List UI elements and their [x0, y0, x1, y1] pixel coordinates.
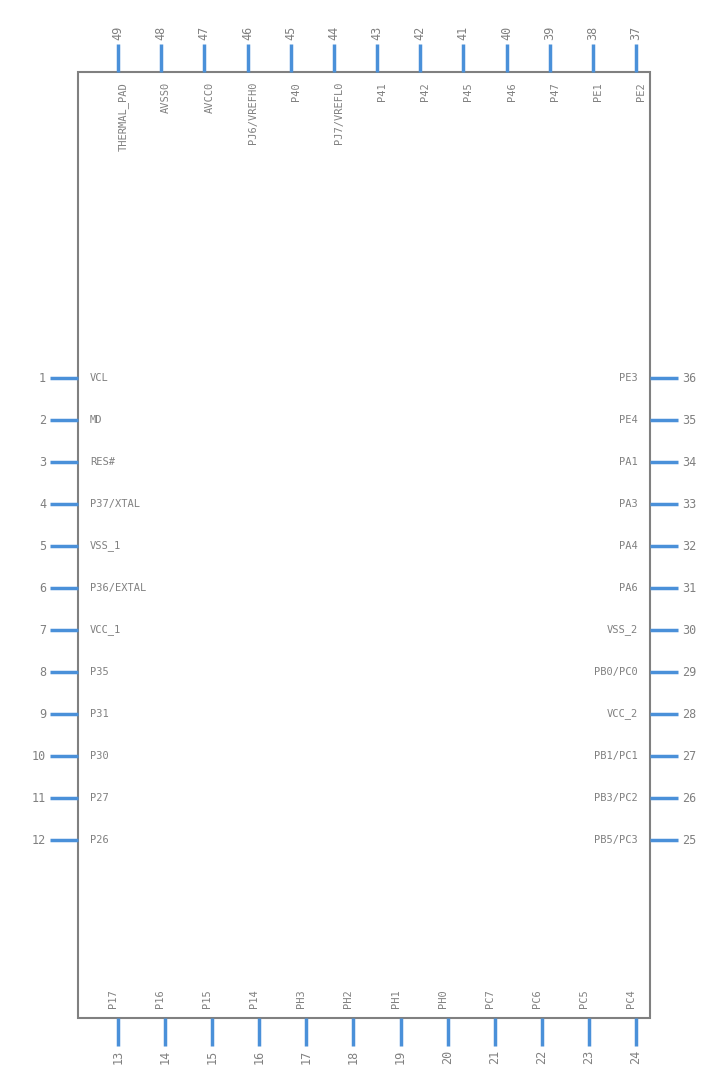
Text: P37/XTAL: P37/XTAL [90, 499, 140, 509]
Text: 4: 4 [39, 497, 46, 510]
Text: 48: 48 [154, 26, 167, 40]
Text: 16: 16 [253, 1050, 266, 1064]
Text: P15: P15 [202, 989, 212, 1007]
Text: PH1: PH1 [390, 989, 400, 1007]
Text: 32: 32 [682, 540, 696, 553]
Text: 22: 22 [535, 1050, 548, 1064]
Text: 18: 18 [347, 1050, 360, 1064]
Text: P46: P46 [507, 82, 516, 101]
Text: 19: 19 [394, 1050, 407, 1064]
Text: 15: 15 [206, 1050, 218, 1064]
Text: 42: 42 [414, 26, 427, 40]
Text: P27: P27 [90, 793, 108, 803]
Text: PE3: PE3 [620, 373, 638, 383]
Text: PB5/PC3: PB5/PC3 [594, 834, 638, 845]
Text: 27: 27 [682, 750, 696, 763]
Text: 20: 20 [441, 1050, 454, 1064]
Text: P31: P31 [90, 709, 108, 719]
Text: 37: 37 [630, 26, 643, 40]
Text: P17: P17 [108, 989, 118, 1007]
Text: 25: 25 [682, 833, 696, 846]
Text: PB3/PC2: PB3/PC2 [594, 793, 638, 803]
Text: 2: 2 [39, 413, 46, 426]
Text: 24: 24 [630, 1050, 643, 1064]
Text: 45: 45 [284, 26, 297, 40]
Text: PC4: PC4 [626, 989, 636, 1007]
Text: 9: 9 [39, 707, 46, 720]
Text: VSS_1: VSS_1 [90, 541, 122, 552]
Text: 21: 21 [488, 1050, 501, 1064]
Text: 6: 6 [39, 581, 46, 594]
Text: P35: P35 [90, 667, 108, 677]
Text: 13: 13 [111, 1050, 124, 1064]
Text: 36: 36 [682, 371, 696, 384]
Text: 7: 7 [39, 623, 46, 636]
Text: PE2: PE2 [636, 82, 646, 101]
Text: P30: P30 [90, 751, 108, 761]
Bar [78, 72, 650, 1018]
Text: 30: 30 [682, 623, 696, 636]
Text: 49: 49 [111, 26, 124, 40]
Text: 28: 28 [682, 707, 696, 720]
Text: P45: P45 [463, 82, 473, 101]
Text: P16: P16 [155, 989, 165, 1007]
Text: 26: 26 [682, 791, 696, 804]
Text: PB0/PC0: PB0/PC0 [594, 667, 638, 677]
Text: VCC_1: VCC_1 [90, 625, 122, 635]
Text: RES#: RES# [90, 457, 115, 467]
Text: 5: 5 [39, 540, 46, 553]
Text: PH3: PH3 [296, 989, 306, 1007]
Text: 10: 10 [32, 750, 46, 763]
Text: PJ6/VREFH0: PJ6/VREFH0 [248, 82, 258, 145]
Text: PC7: PC7 [485, 989, 495, 1007]
Text: PE4: PE4 [620, 415, 638, 425]
Text: 12: 12 [32, 833, 46, 846]
Text: 47: 47 [198, 26, 211, 40]
Text: VCC_2: VCC_2 [606, 708, 638, 719]
Text: 8: 8 [39, 666, 46, 679]
Text: P42: P42 [420, 82, 430, 101]
Text: P41: P41 [377, 82, 387, 101]
Text: P36/EXTAL: P36/EXTAL [90, 583, 146, 593]
Text: 38: 38 [586, 26, 599, 40]
Text: 40: 40 [500, 26, 513, 40]
Text: 41: 41 [457, 26, 470, 40]
Text: PA3: PA3 [620, 499, 638, 509]
Text: 33: 33 [682, 497, 696, 510]
Text: PH2: PH2 [344, 989, 354, 1007]
Text: 46: 46 [241, 26, 254, 40]
Text: 29: 29 [682, 666, 696, 679]
Text: 3: 3 [39, 456, 46, 469]
Text: PC5: PC5 [579, 989, 589, 1007]
Text: 11: 11 [32, 791, 46, 804]
Text: THERMAL_PAD: THERMAL_PAD [118, 82, 129, 151]
Text: 14: 14 [159, 1050, 172, 1064]
Text: 1: 1 [39, 371, 46, 384]
Text: PB1/PC1: PB1/PC1 [594, 751, 638, 761]
Text: 31: 31 [682, 581, 696, 594]
Text: PA4: PA4 [620, 541, 638, 551]
Text: P26: P26 [90, 834, 108, 845]
Text: 17: 17 [300, 1050, 313, 1064]
Text: 44: 44 [328, 26, 340, 40]
Text: PJ7/VREFL0: PJ7/VREFL0 [334, 82, 344, 145]
Text: P47: P47 [550, 82, 560, 101]
Text: PA1: PA1 [620, 457, 638, 467]
Text: AVCC0: AVCC0 [205, 82, 214, 113]
Text: 35: 35 [682, 413, 696, 426]
Text: P14: P14 [249, 989, 259, 1007]
Text: VSS_2: VSS_2 [606, 625, 638, 635]
Text: VCL: VCL [90, 373, 108, 383]
Text: P40: P40 [290, 82, 301, 101]
Text: 23: 23 [582, 1050, 596, 1064]
Text: 34: 34 [682, 456, 696, 469]
Text: PH0: PH0 [438, 989, 448, 1007]
Text: PA6: PA6 [620, 583, 638, 593]
Text: 39: 39 [543, 26, 556, 40]
Text: AVSS0: AVSS0 [161, 82, 171, 113]
Text: MD: MD [90, 415, 103, 425]
Text: PE1: PE1 [593, 82, 603, 101]
Text: 43: 43 [371, 26, 384, 40]
Text: PC6: PC6 [532, 989, 542, 1007]
